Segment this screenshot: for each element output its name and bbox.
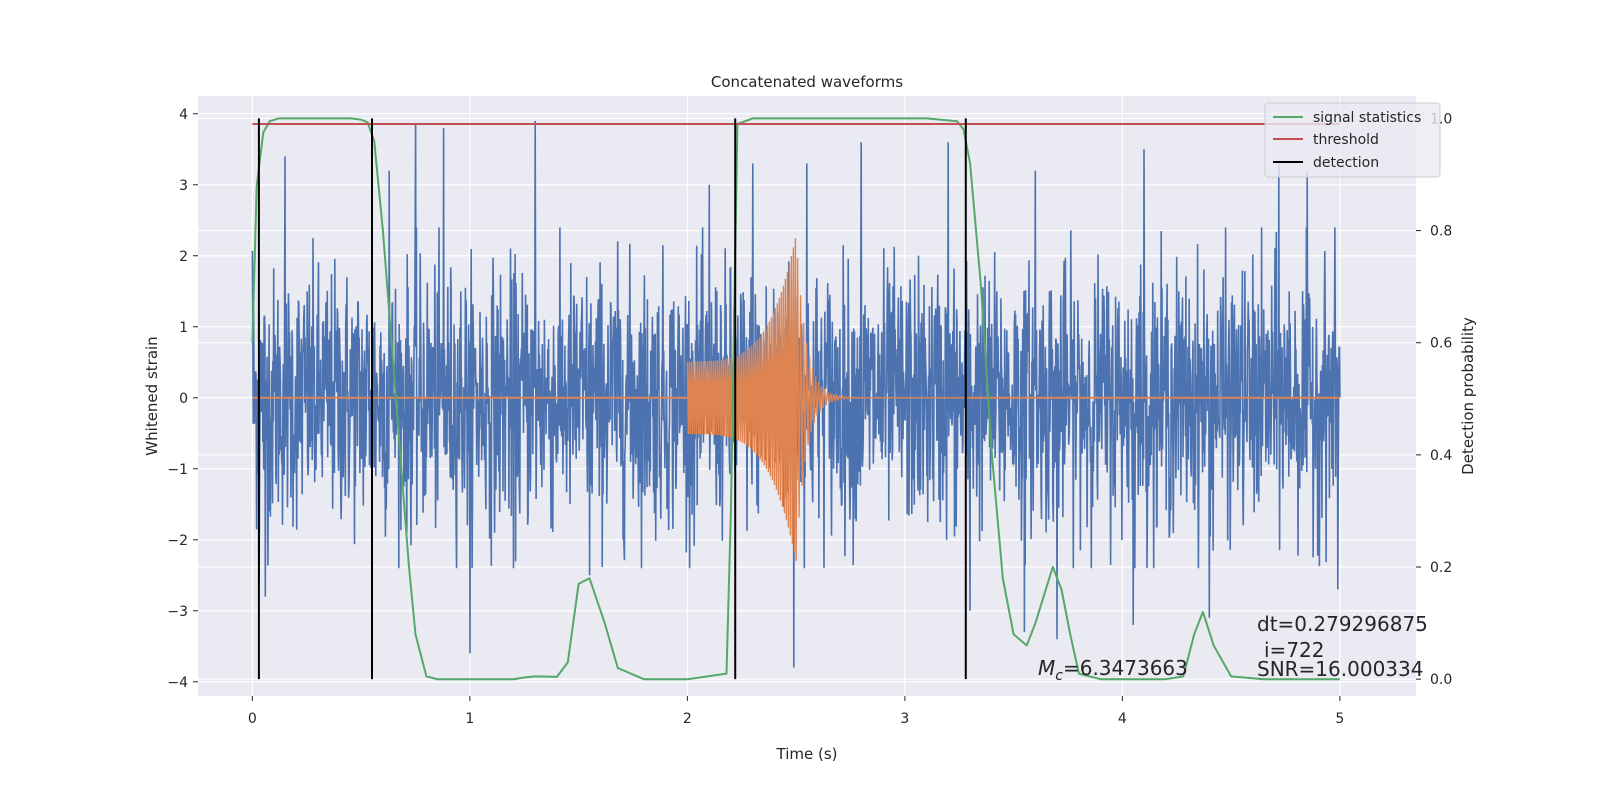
y-tick-label: 1 xyxy=(179,320,188,336)
legend-label-detection: detection xyxy=(1313,155,1379,171)
y-tick-label: −4 xyxy=(167,675,188,691)
legend-box xyxy=(1264,102,1441,178)
legend-label-signal-statistics: signal statistics xyxy=(1313,110,1421,126)
x-axis-ticks: 0 1 2 3 4 5 xyxy=(248,696,1344,727)
y-axis-ticks: −4 −3 −2 −1 0 1 2 3 4 xyxy=(167,107,198,691)
index-annotation: i=722 xyxy=(1264,638,1325,662)
chirp-mass-value: =6.3473663 xyxy=(1063,656,1188,680)
y-tick-label: −3 xyxy=(167,604,188,620)
y2-tick-label: 0.4 xyxy=(1430,448,1452,464)
y2-tick-label: 0.8 xyxy=(1430,224,1452,240)
x-tick-label: 4 xyxy=(1118,711,1127,727)
dt-annotation: dt=0.279296875 xyxy=(1257,612,1428,636)
x-tick-label: 0 xyxy=(248,711,257,727)
y-tick-label: 4 xyxy=(179,107,188,123)
y2-tick-label: 0.0 xyxy=(1430,672,1452,688)
x-tick-label: 1 xyxy=(465,711,474,727)
y2-tick-label: 0.6 xyxy=(1430,336,1452,352)
signal-statistics-line xyxy=(251,117,1340,681)
chirp-mass-subscript: c xyxy=(1055,668,1063,684)
signal-statistics-series xyxy=(251,117,1340,681)
detection-series xyxy=(257,118,967,680)
y2-axis-ticks: 0.00.20.40.60.81.0 xyxy=(1416,111,1452,688)
y-tick-label: 2 xyxy=(179,249,188,265)
chirp-mass-symbol: M xyxy=(1038,656,1055,680)
chirp-mass-annotation: Mc=6.3473663 xyxy=(1038,656,1188,684)
legend-label-threshold: threshold xyxy=(1313,132,1379,148)
chart-title: Concatenated waveforms xyxy=(711,73,903,91)
x-axis-label: Time (s) xyxy=(776,745,838,763)
plot-area xyxy=(251,117,1341,681)
y-tick-label: −2 xyxy=(167,533,188,549)
y2-axis-label: Detection probability xyxy=(1459,317,1477,475)
snr-annotation: SNR=16.000334 xyxy=(1257,657,1423,681)
legend: signal statistics threshold detection xyxy=(1264,102,1441,178)
annotations: Mc=6.3473663 dt=0.279296875 i=722 SNR=16… xyxy=(1038,612,1428,684)
chirp-line xyxy=(686,238,1340,562)
y-tick-label: 0 xyxy=(179,391,188,407)
y-axis-label: Whitened strain xyxy=(143,336,161,455)
x-tick-label: 3 xyxy=(900,711,909,727)
chirp-series xyxy=(252,238,1340,562)
y-tick-label: 3 xyxy=(179,178,188,194)
x-tick-label: 5 xyxy=(1335,711,1344,727)
y-tick-label: −1 xyxy=(167,462,188,478)
x-tick-label: 2 xyxy=(683,711,692,727)
y2-tick-label: 0.2 xyxy=(1430,560,1452,576)
